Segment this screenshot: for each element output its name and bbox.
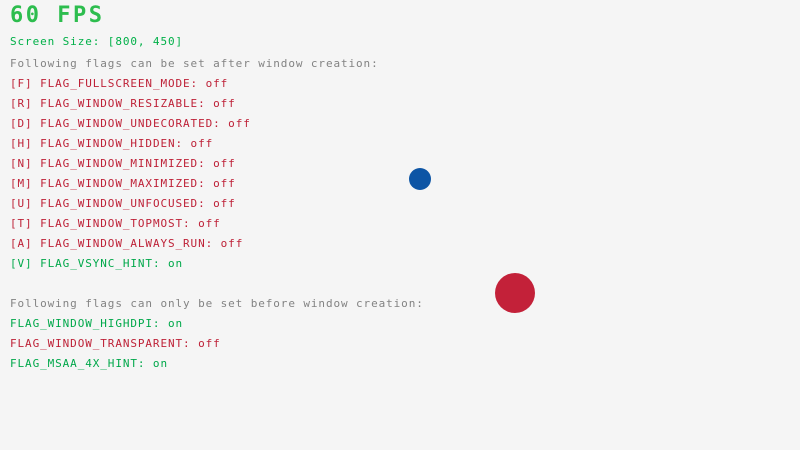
flag-row-window-highdpi: FLAG_WINDOW_HIGHDPI: on [10, 317, 184, 330]
flag-row-vsync-hint[interactable]: [V] FLAG_VSYNC_HINT: on [10, 257, 184, 270]
flag-row-window-unfocused[interactable]: [U] FLAG_WINDOW_UNFOCUSED: off [10, 197, 236, 210]
flag-row-window-maximized[interactable]: [M] FLAG_WINDOW_MAXIMIZED: off [10, 177, 236, 190]
flag-row-msaa-4x-hint: FLAG_MSAA_4X_HINT: on [10, 357, 168, 370]
flag-row-window-hidden[interactable]: [H] FLAG_WINDOW_HIDDEN: off [10, 137, 214, 150]
flag-row-window-transparent: FLAG_WINDOW_TRANSPARENT: off [10, 337, 221, 350]
flag-row-window-minimized[interactable]: [N] FLAG_WINDOW_MINIMIZED: off [10, 157, 236, 170]
runtime-flags-header: Following flags can be set after window … [10, 57, 379, 70]
flag-row-window-topmost[interactable]: [T] FLAG_WINDOW_TOPMOST: off [10, 217, 221, 230]
flag-row-window-resizable[interactable]: [R] FLAG_WINDOW_RESIZABLE: off [10, 97, 236, 110]
fps-counter: 60 FPS [10, 3, 105, 28]
flag-row-window-undecorated[interactable]: [D] FLAG_WINDOW_UNDECORATED: off [10, 117, 251, 130]
startup-flags-header: Following flags can only be set before w… [10, 297, 424, 310]
flag-row-fullscreen-mode[interactable]: [F] FLAG_FULLSCREEN_MODE: off [10, 77, 229, 90]
flag-row-window-always-run[interactable]: [A] FLAG_WINDOW_ALWAYS_RUN: off [10, 237, 244, 250]
red-ball-shape [495, 273, 535, 313]
blue-ball-shape [409, 168, 431, 190]
screen-size-label: Screen Size: [800, 450] [10, 35, 184, 48]
